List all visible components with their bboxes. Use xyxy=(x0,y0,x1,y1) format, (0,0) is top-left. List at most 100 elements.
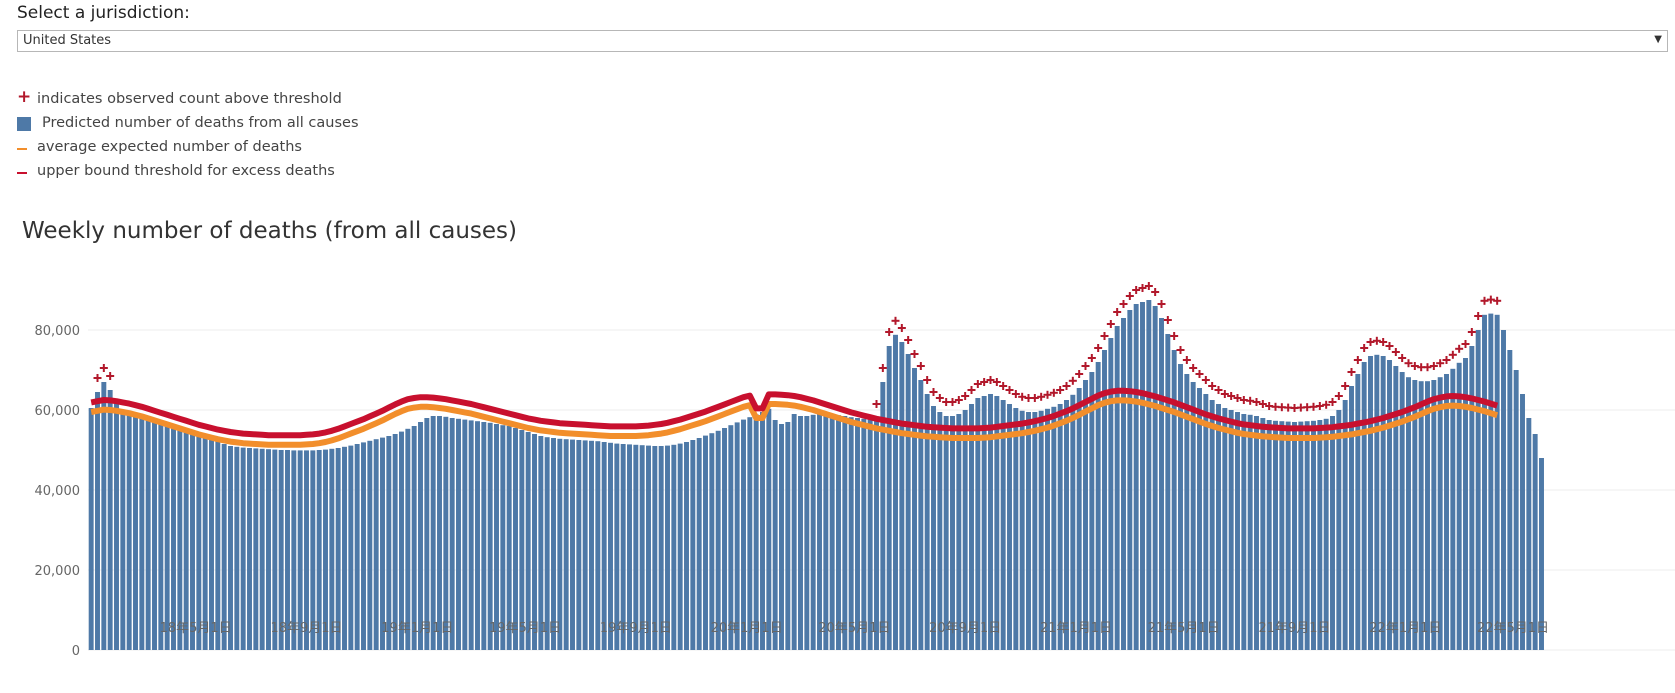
x-tick-label: 19年9月1日 xyxy=(600,621,672,636)
bar xyxy=(589,440,594,650)
bar xyxy=(1444,374,1449,650)
bar xyxy=(285,450,290,650)
bar xyxy=(1298,421,1304,650)
above-threshold-marker xyxy=(1151,288,1160,296)
above-threshold-marker xyxy=(1018,392,1027,401)
bar xyxy=(1380,356,1386,650)
bar xyxy=(228,446,233,650)
bar xyxy=(855,418,860,650)
threshold-line xyxy=(90,387,1499,439)
above-threshold-marker xyxy=(1233,394,1242,402)
bar xyxy=(570,439,575,650)
legend-label-predicted-deaths: Predicted number of deaths from all caus… xyxy=(42,115,359,131)
bar xyxy=(665,445,670,650)
bar xyxy=(1520,394,1525,650)
above-threshold-marker xyxy=(1379,338,1388,346)
bar xyxy=(842,416,848,650)
bar xyxy=(709,433,715,650)
above-threshold-marker xyxy=(1182,356,1191,364)
bar xyxy=(392,434,398,650)
above-threshold-marker xyxy=(999,382,1008,390)
above-threshold-marker xyxy=(1081,362,1090,370)
above-threshold-marker xyxy=(1385,342,1394,350)
bar xyxy=(1064,400,1069,650)
y-tick-label: 0 xyxy=(72,644,80,659)
bar xyxy=(1051,406,1057,650)
bar xyxy=(601,442,607,650)
above-threshold-marker xyxy=(1334,392,1343,400)
legend-label-upper-bound: upper bound threshold for excess deaths xyxy=(37,163,335,179)
chevron-down-icon[interactable]: ▼ xyxy=(1654,34,1662,45)
above-threshold-marker xyxy=(1138,284,1147,292)
above-threshold-marker xyxy=(910,350,919,358)
above-threshold-marker xyxy=(1467,328,1476,336)
above-threshold-marker xyxy=(1429,362,1438,370)
bar xyxy=(1349,386,1354,650)
x-tick-label: 21年1月1日 xyxy=(1040,621,1112,636)
above-threshold-marker xyxy=(954,396,963,404)
bar xyxy=(893,334,898,650)
bar xyxy=(931,406,936,650)
bar xyxy=(690,440,696,650)
above-threshold-marker xyxy=(1366,338,1375,346)
bar xyxy=(1387,360,1392,650)
bar xyxy=(266,449,271,650)
above-threshold-marker xyxy=(1353,356,1362,364)
bar xyxy=(1475,330,1481,650)
above-threshold-marker xyxy=(1195,370,1204,378)
above-threshold-marker xyxy=(1328,398,1337,406)
bar xyxy=(215,441,221,650)
bar xyxy=(1273,420,1278,650)
bar xyxy=(905,354,911,650)
bar xyxy=(1450,368,1456,650)
above-threshold-marker xyxy=(93,374,102,382)
bar xyxy=(810,414,816,650)
bar xyxy=(361,442,366,650)
bar xyxy=(551,438,556,650)
above-threshold-marker xyxy=(1037,392,1046,401)
bar xyxy=(646,445,651,650)
above-threshold-marker xyxy=(923,376,932,384)
bar xyxy=(823,414,829,650)
bar xyxy=(1241,414,1247,650)
bar xyxy=(899,342,905,650)
bar xyxy=(766,408,772,650)
bar xyxy=(994,396,1000,650)
bar xyxy=(405,428,411,650)
expected-line xyxy=(90,397,1499,448)
above-threshold-marker xyxy=(1189,364,1198,372)
bar xyxy=(798,416,803,650)
bar xyxy=(608,442,613,650)
bar xyxy=(367,440,373,650)
bar xyxy=(652,446,658,650)
bar xyxy=(329,448,335,650)
bar xyxy=(1342,400,1348,650)
above-threshold-marker xyxy=(1227,392,1236,400)
bar xyxy=(804,416,810,650)
above-threshold-marker xyxy=(1113,308,1122,316)
jurisdiction-select[interactable]: United States ▼ xyxy=(17,30,1668,52)
bar xyxy=(1184,374,1190,650)
bar xyxy=(145,420,151,650)
bar xyxy=(259,448,265,650)
bar xyxy=(912,368,917,650)
above-threshold-marker xyxy=(1068,376,1077,385)
bar xyxy=(126,414,132,650)
bar xyxy=(506,426,512,650)
above-threshold-marker xyxy=(904,336,913,344)
bar xyxy=(183,432,189,650)
x-tick-label: 19年1月1日 xyxy=(381,621,453,636)
bar xyxy=(544,437,550,650)
bar xyxy=(380,437,385,650)
bar xyxy=(836,415,841,650)
bar xyxy=(462,419,468,650)
bar xyxy=(519,430,525,650)
bar xyxy=(886,346,892,650)
bar xyxy=(190,434,195,650)
bar xyxy=(867,419,873,650)
bar xyxy=(1266,420,1272,650)
bar xyxy=(1501,330,1506,650)
bar xyxy=(741,419,746,650)
bar xyxy=(1165,334,1171,650)
above-threshold-marker xyxy=(1493,296,1502,305)
